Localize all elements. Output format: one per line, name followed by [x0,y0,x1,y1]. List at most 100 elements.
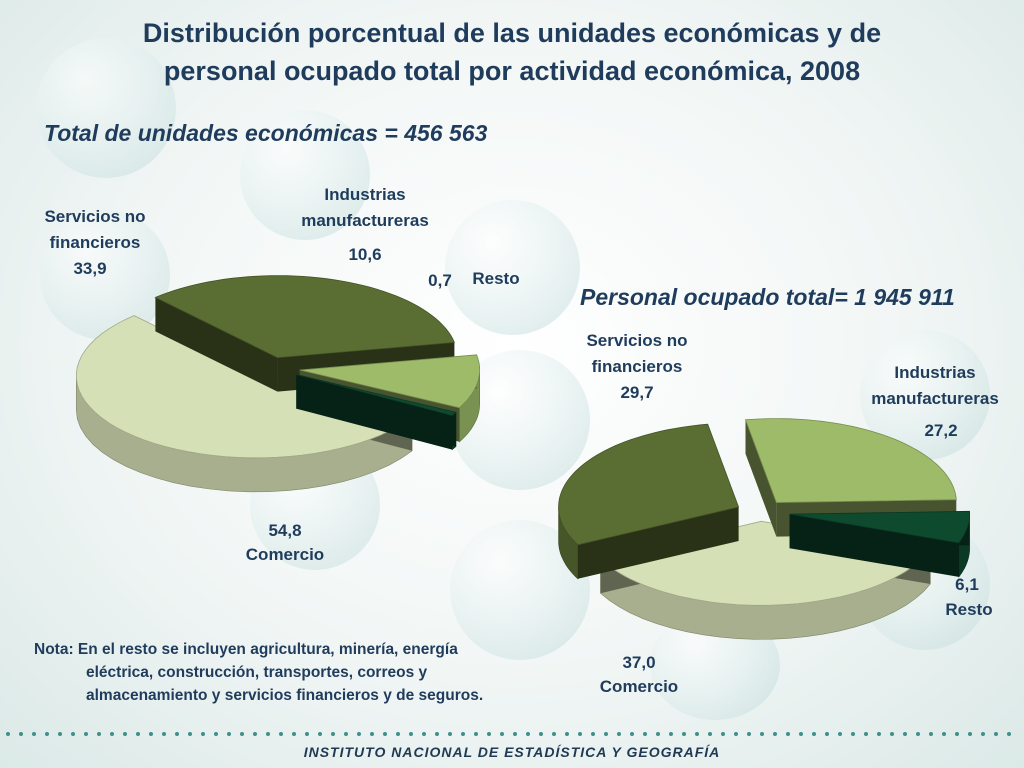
footer-dot [84,732,88,736]
footer-dot [32,732,36,736]
footer-dot [240,732,244,736]
footnote-line-3: almacenamiento y servicios financieros y… [86,687,484,704]
footer-dot [526,732,530,736]
footer-dot [292,732,296,736]
chart2-value-comercio: 37,0 [622,653,656,672]
footer-dot [812,732,816,736]
footer-dot [422,732,426,736]
footer-dot [214,732,218,736]
footer-dot [968,732,972,736]
footer-dot [370,732,374,736]
chart1-value-comercio: 54,8 [268,521,302,540]
footer-dot [604,732,608,736]
footer-dot [903,732,907,736]
footer-dot [487,732,491,736]
footer-dot [760,732,764,736]
footer-dot [695,732,699,736]
footer-dot [305,732,309,736]
background-bubble [36,38,176,178]
chart1-label-comercio: Comercio [245,545,325,564]
pie-slice-resto [296,374,457,451]
footer-dot [448,732,452,736]
footer-dot [500,732,504,736]
footer-dot [1007,732,1011,736]
footer-dot [188,732,192,736]
footer-dot [162,732,166,736]
footer-dot [97,732,101,736]
chart2-title: Personal ocupado total= 1 945 911 [580,284,955,310]
footer-dot [409,732,413,736]
footer-dot [344,732,348,736]
pie-chart-unidades [76,275,480,493]
footer-dot [890,732,894,736]
chart2-value-servicios: 29,7 [620,383,654,402]
footer-institution: INSTITUTO NACIONAL DE ESTADÍSTICA Y GEOG… [303,744,721,760]
footer-dot [474,732,478,736]
footer-dot [565,732,569,736]
footnote-prefix: Nota: [34,641,74,658]
footer-dot [799,732,803,736]
pie-slice-comercio [76,315,414,493]
chart1-label-servicios: Servicios no financieros [44,207,146,252]
background-bubble [240,110,370,240]
footer-dot [175,732,179,736]
footnote-line-2: eléctrica, construcción, transportes, co… [86,664,428,681]
pie-slice-resto [789,510,970,578]
footer-dot [45,732,49,736]
footer-dot [19,732,23,736]
footer-dot [513,732,517,736]
chart1-value-resto: 0,7 [428,271,452,290]
footer-dot [994,732,998,736]
footer-dot [331,732,335,736]
footer-dot [669,732,673,736]
footer-dot [877,732,881,736]
footer-dot [71,732,75,736]
footer-dot [721,732,725,736]
footer-dot [838,732,842,736]
chart2-value-resto: 6,1 [955,575,979,594]
background-bubble [40,210,170,340]
footer-dot [279,732,283,736]
footer-dot [864,732,868,736]
chart1-value-servicios: 33,9 [73,259,107,278]
footer-dot [383,732,387,736]
footer-dot [643,732,647,736]
footer-dot [227,732,231,736]
footer-dot [578,732,582,736]
footer-dot [461,732,465,736]
footer-dot [591,732,595,736]
footer-dot [539,732,543,736]
title-line-2: personal ocupado total por actividad eco… [163,56,861,86]
pie-slice-servicios [558,423,740,580]
footer-dot [955,732,959,736]
chart2-label-servicios: Servicios no financieros [586,331,688,376]
footer-dot [110,732,114,736]
footer-dot [435,732,439,736]
footer-dot [682,732,686,736]
footer-dot [825,732,829,736]
footer-dot [266,732,270,736]
footer-dot [734,732,738,736]
footer-dot [318,732,322,736]
title-line-1: Distribución porcentual de las unidades … [142,18,882,48]
background-bubble [445,200,580,335]
footer-dot [396,732,400,736]
footer-dot [708,732,712,736]
pie-chart-personal [558,418,970,640]
footer-dot [786,732,790,736]
footer-dot [656,732,660,736]
chart2-label-comercio: Comercio [599,677,679,696]
footer-dot [253,732,257,736]
footer-dot [916,732,920,736]
footer-dot [773,732,777,736]
footer-dot [357,732,361,736]
chart1-title: Total de unidades económicas = 456 563 [44,120,488,146]
footer-dot [747,732,751,736]
page-title: Distribución porcentual de las unidades … [60,14,964,90]
footer-dotted-rule [6,732,1011,736]
footer-dot [942,732,946,736]
footer-dot [123,732,127,736]
footer-dot [58,732,62,736]
footer-dot [981,732,985,736]
footer-dot [201,732,205,736]
